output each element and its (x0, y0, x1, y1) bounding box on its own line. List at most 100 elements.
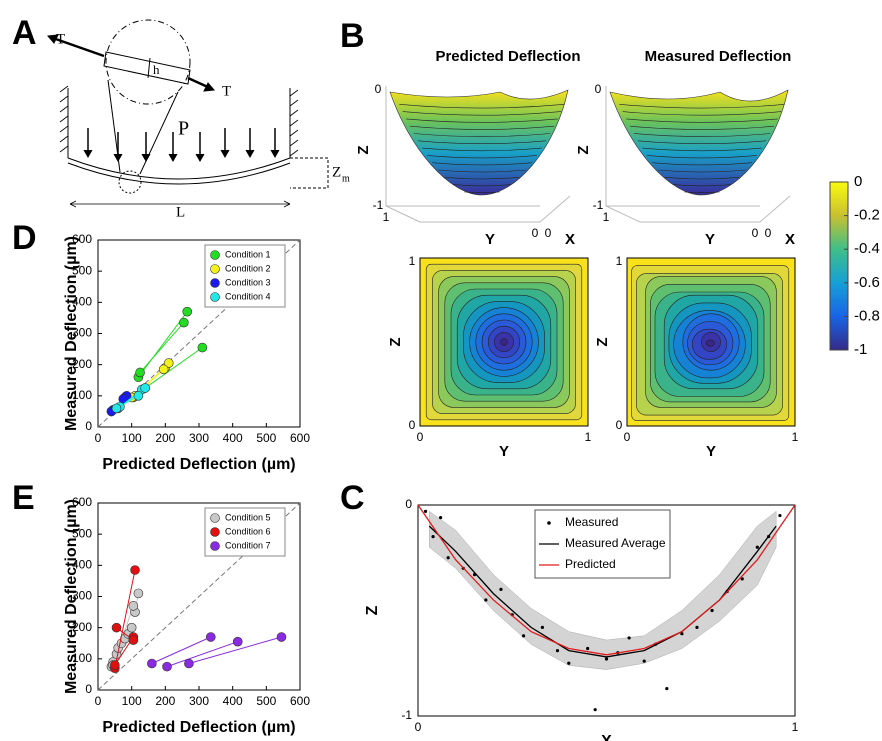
panel-label: D (12, 219, 37, 257)
data-point (184, 658, 194, 669)
colorbar (829, 181, 849, 351)
pair-connector (188, 636, 282, 664)
panel-label: C (340, 479, 365, 517)
x-label: X (785, 231, 795, 248)
data-point (110, 660, 120, 670)
colorbar-tick-label: -0.8 (854, 307, 880, 324)
contour-band (705, 339, 715, 347)
identity-line (97, 239, 301, 428)
y-tick-label: 300 (72, 589, 92, 603)
data-point (778, 513, 782, 518)
x-tick-label: 500 (256, 431, 276, 445)
data-point (111, 403, 122, 414)
x-tick-label: 0 (765, 226, 772, 240)
y-axis-label: Measured Deflection (µm) (63, 236, 80, 431)
data-point (604, 657, 609, 661)
data-point (179, 317, 189, 328)
pair-connector (139, 322, 185, 373)
data-point (133, 391, 144, 401)
identity-line (97, 502, 301, 691)
panel-title: Predicted Deflection (435, 48, 580, 65)
contour-line (444, 177, 520, 180)
data-point (423, 509, 428, 513)
contour-line (406, 118, 558, 123)
axis-box (385, 86, 571, 223)
x-tick-label: 300 (189, 694, 209, 708)
contour-line (437, 169, 527, 173)
z-tick-label: 1 (409, 254, 416, 268)
contour-line (619, 104, 785, 109)
y-tick-label: 500 (72, 526, 92, 540)
data-point (446, 556, 450, 560)
y-tick-label: 0 (85, 419, 92, 433)
contour-line (642, 147, 762, 152)
contour-line (629, 125, 775, 130)
y-tick-label: -1 (401, 708, 412, 722)
y-tick-label: 100 (72, 651, 92, 665)
legend-label: Measured (565, 515, 618, 529)
data-point (232, 636, 243, 647)
data-point (162, 661, 172, 672)
colorbar-tick-label: -0.6 (854, 274, 880, 291)
contour-line (409, 125, 555, 130)
contour-line (399, 104, 565, 109)
data-point (484, 598, 488, 602)
contour-line (464, 191, 500, 193)
x-axis-label: X (601, 733, 612, 741)
legend-marker (210, 527, 220, 537)
z-tick-label: -1 (593, 198, 604, 212)
data-line (428, 525, 777, 658)
diagram-label: L (176, 204, 185, 220)
legend-label: Condition 1 (225, 249, 271, 259)
data-point (740, 577, 744, 581)
data-point (197, 342, 208, 353)
y-tick-label: 200 (72, 357, 92, 371)
y-tick-label: 100 (72, 388, 92, 402)
y-tick-label: 0 (417, 430, 424, 444)
diagram-label: T (56, 31, 65, 47)
x-tick-label: 300 (189, 431, 209, 445)
x-tick-label: 200 (155, 431, 175, 445)
contour-line (684, 191, 720, 193)
y-tick-label: 500 (72, 263, 92, 277)
membrane-diagram (46, 19, 329, 208)
x-tick-label: 400 (223, 694, 243, 708)
z-tick-label: 0 (595, 82, 602, 96)
data-point (126, 622, 137, 633)
x-tick-label: 0 (95, 694, 102, 708)
panel-label: A (12, 14, 37, 52)
data-point (133, 588, 144, 599)
data-point (665, 686, 669, 691)
y-tick-label: 400 (72, 295, 92, 309)
data-point (521, 634, 526, 638)
contour-line (417, 140, 547, 145)
z-tick-label: 0 (375, 82, 382, 96)
contour-line (452, 184, 512, 187)
data-point (276, 632, 287, 642)
x-axis-label: Predicted Deflection (µm) (102, 456, 295, 473)
data-point (128, 601, 139, 611)
data-point (135, 367, 145, 378)
y-tick-label: 0 (532, 226, 539, 240)
x-tick-label: 100 (122, 431, 142, 445)
y-label: Y (499, 443, 509, 460)
x-tick-label: 600 (290, 431, 310, 445)
contour-line (626, 118, 778, 123)
data-point (555, 648, 560, 653)
diagram-label: m (342, 173, 350, 184)
y-tick-label: 0 (624, 430, 631, 444)
contour-line (622, 111, 782, 116)
diagram-label: Z (332, 164, 341, 180)
contour-line (652, 162, 752, 166)
pair-connector (166, 641, 238, 668)
legend-label: Measured Average (565, 536, 666, 550)
x-tick-label: 1 (792, 720, 799, 734)
contour-line (637, 140, 767, 145)
z-label: Z (355, 145, 372, 154)
y-tick-label: 0 (85, 682, 92, 696)
x-axis-label: Predicted Deflection (µm) (102, 719, 295, 736)
legend-marker (210, 292, 220, 302)
contour-band (500, 338, 508, 346)
pair-connector (151, 636, 211, 664)
contour-line (422, 147, 542, 152)
